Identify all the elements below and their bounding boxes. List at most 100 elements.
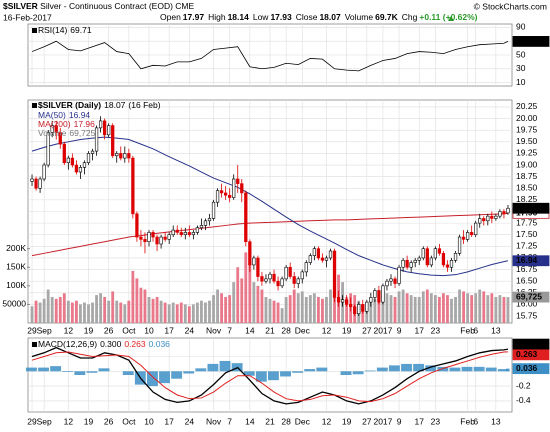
volume-bar (103, 296, 107, 323)
candle-body (151, 232, 155, 238)
stat-value: 17.97 (183, 12, 205, 22)
volume-bar (345, 296, 349, 323)
candle-body (393, 278, 397, 284)
price-tick-label: 17.50 (516, 229, 538, 239)
price-tick-label: 20.25 (516, 101, 538, 111)
volume-bar (381, 291, 385, 323)
candle-body (46, 132, 50, 166)
candle-body (199, 225, 204, 229)
volume-bar (91, 302, 94, 323)
x-tick-label: 2017 (373, 325, 392, 335)
volume-bar (111, 291, 115, 323)
symbol: $SILVER (3, 1, 38, 11)
candle-body (70, 157, 74, 166)
candle-body (433, 248, 437, 259)
price-tick-label: 16.50 (516, 275, 538, 285)
volume-bar (474, 293, 478, 323)
volume-bar (397, 291, 401, 323)
candle-body (324, 257, 329, 261)
legend-part: 0.300 (100, 339, 122, 349)
volume-bar (316, 296, 320, 323)
volume-bar (446, 295, 449, 323)
macd-line (31, 351, 508, 403)
candle-body (256, 257, 260, 277)
candle-body (50, 125, 54, 133)
price-tick-label: 15.75 (516, 310, 538, 320)
candle-body (365, 301, 369, 312)
volume-bar (159, 300, 163, 323)
volume-bar (385, 293, 389, 323)
candle-body (42, 164, 46, 180)
volume-bar (373, 298, 377, 323)
macd-tick-label: -0.4 (516, 395, 531, 405)
candle-body (240, 183, 244, 194)
stat-value: 18.07 (319, 12, 341, 22)
candle-body (449, 259, 454, 268)
volume-bar (470, 295, 474, 323)
candle-body (195, 227, 200, 233)
value-flag (512, 349, 550, 361)
candle-body (143, 239, 147, 242)
candle-body (66, 157, 70, 164)
x-tick-label: 19 (84, 325, 94, 335)
candle-body (211, 201, 216, 219)
x-tick-label: 24 (185, 325, 195, 335)
volume-bar (506, 297, 510, 323)
volume-bar (187, 306, 191, 323)
x-tick-label: 28 (281, 325, 291, 335)
volume-bar (74, 300, 78, 323)
volume-bar (131, 270, 135, 323)
price-tick-label: 18.50 (516, 183, 538, 193)
candle-body (474, 222, 478, 236)
volume-bar (425, 289, 429, 323)
macd-histogram-bar (267, 371, 279, 381)
macd-histogram-bar (25, 367, 37, 372)
candle-body (260, 276, 264, 282)
macd-histogram-bar (449, 367, 461, 372)
legend-part: Volume (38, 128, 67, 138)
candle-body (353, 306, 357, 315)
candle-body (78, 167, 83, 173)
macd-histogram-bar (497, 369, 509, 372)
x-tick-label: Sep (37, 416, 52, 426)
volume-tick-label: 150K (6, 262, 26, 272)
candle-body (34, 178, 38, 189)
macd-histogram-bar (473, 366, 485, 372)
x-tick-label: 14 (245, 325, 255, 335)
price-tick-label: 18.75 (516, 171, 538, 181)
legend-swatch (32, 28, 37, 33)
volume-bar (175, 304, 179, 323)
candle-body (139, 236, 143, 240)
volume-bar (454, 296, 457, 323)
volume-bar (413, 296, 417, 323)
volume-bar (66, 300, 70, 323)
x-tick-label: 19 (342, 325, 352, 335)
x-tick-label: Oct (122, 325, 136, 335)
x-tick-label: 17 (164, 325, 174, 335)
macd-histogram-bar (461, 366, 473, 372)
x-tick-label: 2017 (373, 416, 392, 426)
x-tick-label: 6 (473, 325, 478, 335)
volume-bar (236, 267, 240, 323)
volume-tick-label: 100K (6, 280, 26, 290)
macd-histogram-bar (364, 370, 376, 372)
candle-body (183, 232, 187, 236)
price-tick-label: 19.25 (516, 148, 538, 158)
volume-bar (458, 289, 461, 323)
volume-bar (95, 295, 98, 323)
volume-bar (433, 295, 437, 323)
candle-body (457, 236, 462, 254)
candle-body (147, 232, 151, 242)
candle-body (115, 153, 119, 157)
candle-body (482, 218, 486, 222)
value-flag (512, 338, 550, 350)
macd-histogram-bar (401, 363, 412, 372)
legend-swatch (32, 103, 37, 108)
volume-bar (70, 302, 74, 323)
macd-histogram-bar (425, 365, 437, 372)
volume-bar (183, 304, 187, 323)
volume-bar (135, 278, 139, 323)
legend: MA(50) 16.94 (38, 110, 90, 120)
volume-bar (421, 291, 425, 323)
value-flag-label: 69.71 (516, 36, 538, 46)
